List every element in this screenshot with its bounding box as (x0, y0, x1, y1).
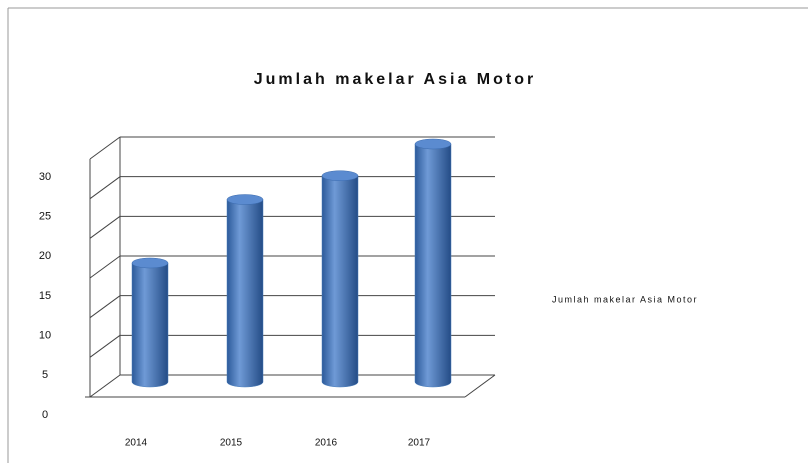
bar (131, 257, 169, 388)
bar-top (226, 194, 264, 205)
y-tick-label: 0 (42, 409, 48, 421)
grid-line (89, 215, 121, 239)
grid-line (89, 374, 121, 398)
bar-body (131, 262, 169, 388)
bar-body (321, 175, 359, 388)
y-tick-label: 5 (42, 369, 48, 381)
bar (414, 138, 452, 388)
x-tick-label: 2015 (220, 438, 243, 449)
bar (226, 194, 264, 388)
bar-top (131, 257, 169, 269)
bar-top (414, 138, 452, 150)
floor-edge (464, 374, 496, 398)
bar-top (321, 170, 359, 181)
bar-body (226, 199, 264, 388)
x-tick-label: 2016 (315, 438, 338, 449)
bar (321, 170, 359, 388)
bar-body (414, 143, 452, 388)
grid-line (89, 136, 121, 160)
grid-line (89, 295, 121, 319)
chart-title: Jumlah makelar Asia Motor (254, 71, 536, 88)
y-tick-label: 10 (39, 330, 51, 342)
grid-line (89, 255, 121, 279)
x-tick-label: 2017 (408, 438, 431, 449)
y-tick-label: 30 (39, 171, 51, 183)
y-tick-label: 15 (39, 290, 51, 302)
x-tick-label: 2014 (125, 438, 148, 449)
grid-line (89, 176, 121, 200)
legend-label: Jumlah makelar Asia Motor (552, 294, 698, 304)
y-tick-label: 20 (39, 250, 51, 262)
y-tick-label: 25 (39, 211, 51, 223)
grid-line (89, 334, 121, 358)
